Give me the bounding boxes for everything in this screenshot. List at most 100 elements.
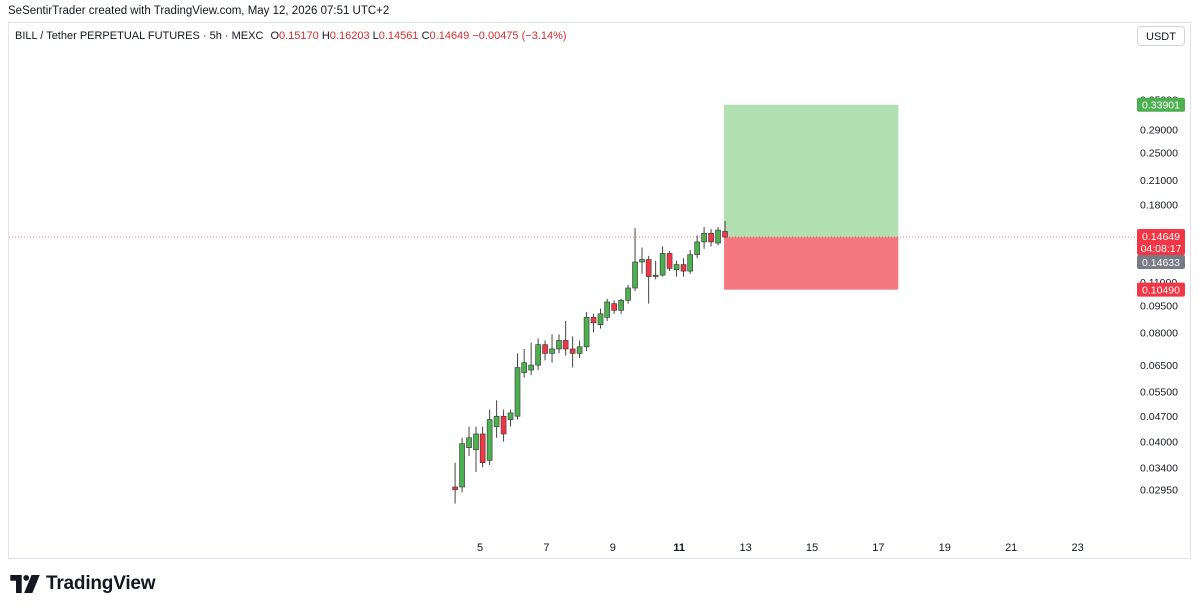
candle[interactable] [528,342,534,376]
y-tick-label: 0.04700 [1140,411,1178,423]
candle-body [569,348,576,354]
candle[interactable] [652,260,659,280]
candle-body [708,232,714,243]
stop-price-badge: 0.10490 [1137,282,1185,297]
candle-body [632,261,638,289]
candle[interactable] [590,313,597,333]
candle-body [618,300,624,311]
candle[interactable] [639,247,645,274]
candle-body [687,254,693,272]
candle[interactable] [507,409,514,427]
candle-body [535,344,541,366]
candle[interactable] [583,312,590,352]
x-tick-label: 5 [477,542,483,554]
y-tick-label: 0.04000 [1140,437,1178,449]
candle[interactable] [556,334,562,354]
x-tick-label: 9 [610,542,616,554]
plot-area[interactable] [452,104,899,504]
candle-body [542,344,548,354]
low-label: L [372,30,379,42]
candle[interactable] [673,260,680,277]
candle[interactable] [569,336,576,368]
candle[interactable] [680,258,687,277]
candle[interactable] [576,340,583,358]
candle[interactable] [473,426,479,472]
candle[interactable] [645,255,652,304]
candle[interactable] [493,400,500,438]
candle-body [459,443,465,488]
candle[interactable] [659,246,666,277]
candle[interactable] [542,340,548,361]
candle-body [645,259,652,277]
candle[interactable] [708,229,714,247]
candle[interactable] [625,285,631,304]
target-price-badge-text: 0.33901 [1142,100,1180,112]
close-label: C [421,30,430,42]
entry-price-badge-text: 0.14633 [1142,257,1180,269]
candle[interactable] [597,308,604,329]
x-tick-label: 15 [806,542,818,554]
candle[interactable] [666,251,673,272]
x-tick-label: 13 [739,542,751,554]
candle-body [680,264,687,272]
high-value: 0.16203 [329,30,370,42]
entry-price-badge: 0.14633 [1137,255,1185,269]
candle[interactable] [514,353,521,420]
y-tick-label: 0.09500 [1140,300,1178,312]
candle-body [659,253,666,276]
candle-body [507,412,514,420]
candle-body [514,367,521,417]
candle[interactable] [611,300,617,314]
x-tick-label: 23 [1071,542,1083,554]
candle-body [583,317,590,348]
candle-body [652,274,659,277]
y-tick-label: 0.21000 [1140,175,1178,187]
symbol-title: BILL / Tether PERPETUAL FUTURES · 5h · M… [15,30,264,42]
candle[interactable] [459,437,465,493]
candle[interactable] [466,426,472,457]
stop-zone[interactable] [724,237,899,290]
tradingview-logo: TradingView [10,572,156,596]
y-tick-label: 0.29000 [1140,124,1178,136]
candle-body [452,486,458,490]
candle[interactable] [452,462,458,504]
candle[interactable] [486,409,493,465]
candle[interactable] [618,298,624,314]
candle-body [576,346,583,354]
brand-name: TradingView [46,573,156,594]
candle[interactable] [694,235,700,259]
last-price-badge-text: 0.14649 [1142,231,1180,243]
candle[interactable] [500,409,507,442]
candle[interactable] [604,298,610,321]
candle[interactable] [687,249,693,274]
x-tick-label: 17 [872,542,884,554]
x-tick-label: 21 [1005,542,1017,554]
candle-body [562,340,569,350]
candle[interactable] [722,221,728,238]
candle-body [549,348,555,354]
candle-body [479,433,486,463]
chart-attribution: SeSentirTrader created with TradingView.… [8,5,390,17]
candle[interactable] [535,338,541,371]
candle-body [473,433,479,451]
candle-body [528,364,534,371]
candle-body [590,317,597,324]
candle[interactable] [715,227,721,246]
candle[interactable] [562,320,569,356]
currency-button[interactable]: USDT [1137,26,1185,46]
candle-body [521,362,527,373]
open-value: 0.15170 [279,30,319,42]
y-tick-label: 0.03400 [1140,462,1178,474]
y-tick-label: 0.18000 [1140,200,1178,212]
candle[interactable] [632,228,638,292]
candle-body [666,253,673,269]
candle-body [673,264,680,271]
x-tick-label: 11 [673,542,685,554]
target-zone[interactable] [724,104,899,238]
candle[interactable] [479,426,486,468]
candle[interactable] [521,348,527,378]
candle[interactable] [701,227,707,249]
candle[interactable] [549,334,555,363]
chart-frame[interactable] [8,22,1191,559]
